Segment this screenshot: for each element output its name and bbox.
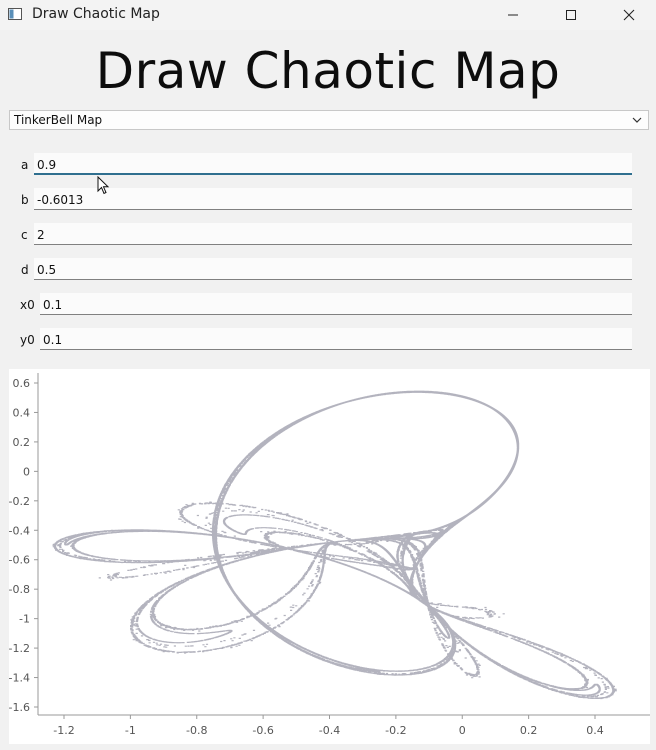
- x-tick-label: 0.4: [586, 724, 604, 737]
- x-tick-label: -1: [125, 724, 136, 737]
- y-tick-label: -0.4: [9, 524, 30, 537]
- maximize-icon: [566, 10, 576, 20]
- y-tick-label: 0.4: [13, 406, 31, 419]
- chevron-down-icon: [632, 117, 642, 123]
- param-c-input[interactable]: [34, 223, 632, 245]
- x-tick-label: -1.2: [53, 724, 74, 737]
- map-selector[interactable]: TinkerBell Map: [9, 110, 649, 130]
- close-button[interactable]: [603, 0, 655, 30]
- param-x0-input[interactable]: [40, 293, 632, 315]
- x-tick-label: -0.4: [319, 724, 340, 737]
- param-b-input[interactable]: [34, 188, 632, 210]
- param-label-c: c: [21, 228, 28, 242]
- param-label-d: d: [21, 263, 29, 277]
- map-selector-value: TinkerBell Map: [14, 113, 103, 127]
- y-tick-label: -0.8: [9, 583, 30, 596]
- y-tick-label: 0.2: [13, 436, 31, 449]
- y-tick-label: 0.6: [13, 377, 31, 390]
- x-tick-label: -0.2: [385, 724, 406, 737]
- app-icon: [8, 8, 22, 20]
- param-a-input[interactable]: [34, 153, 632, 175]
- y-tick-label: -0.6: [9, 554, 30, 567]
- param-label-x0: x0: [20, 298, 35, 312]
- y-tick-label: -1.6: [9, 701, 30, 714]
- y-tick-label: -1: [19, 613, 30, 626]
- y-tick-label: 0: [23, 465, 30, 478]
- param-label-a: a: [21, 158, 29, 172]
- param-y0-input[interactable]: [40, 328, 632, 350]
- x-tick-label: -0.6: [252, 724, 273, 737]
- y-tick-label: -1.2: [9, 642, 30, 655]
- plot-area[interactable]: -1.2 -1 -0.8 -0.6 -0.4 -0.2 0 0.2 0.4 0.6 0.4 0.2 0 -…: [9, 369, 650, 744]
- x-tick-label: 0: [459, 724, 466, 737]
- y-tick-label: -0.2: [9, 495, 30, 508]
- chaotic-map-chart[interactable]: -1.2 -1 -0.8 -0.6 -0.4 -0.2 0 0.2 0.4 0.6 0.4 0.2 0 -…: [9, 369, 650, 744]
- close-icon: [623, 9, 635, 21]
- minimize-icon: [508, 14, 518, 16]
- window-title: Draw Chaotic Map: [32, 6, 160, 22]
- param-d-input[interactable]: [34, 258, 632, 280]
- page-heading: Draw Chaotic Map: [95, 42, 561, 100]
- param-label-b: b: [21, 193, 29, 207]
- y-tick-label: -1.4: [9, 672, 30, 685]
- x-tick-label: 0.2: [520, 724, 538, 737]
- mouse-cursor-icon: [97, 176, 110, 195]
- x-tick-label: -0.8: [186, 724, 207, 737]
- title-bar: Draw Chaotic Map: [0, 0, 656, 30]
- attractor-points: [52, 390, 617, 700]
- maximize-button[interactable]: [545, 0, 597, 30]
- param-label-y0: y0: [20, 333, 35, 347]
- minimize-button[interactable]: [487, 0, 539, 30]
